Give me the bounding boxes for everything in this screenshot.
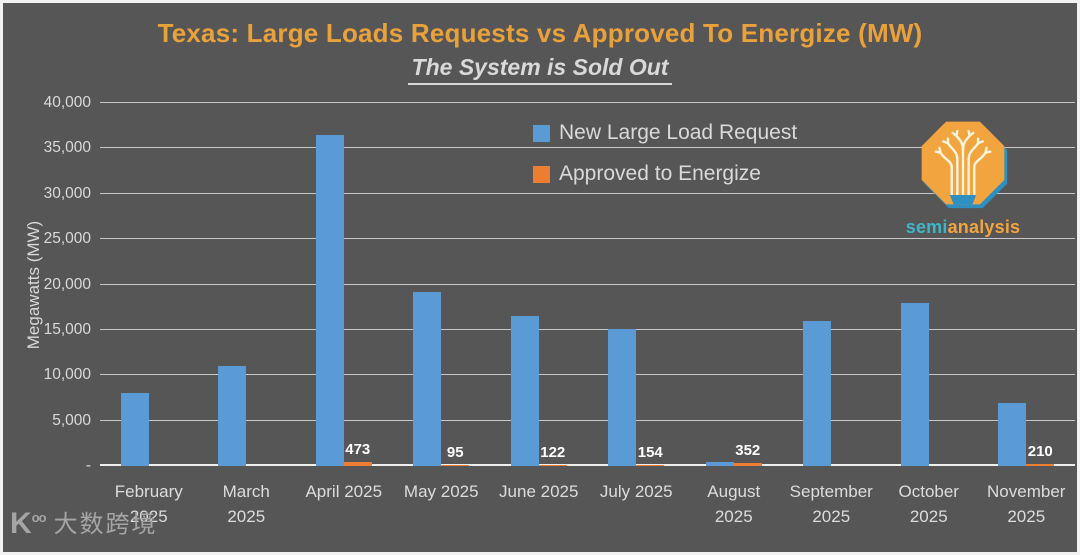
- bar-new-large-load-request: [413, 292, 442, 466]
- y-tick-label: 35,000: [43, 139, 91, 157]
- category-slot: 352: [685, 103, 783, 466]
- bar-pair: 154: [608, 329, 665, 466]
- y-tick-label: -: [85, 457, 91, 474]
- bar-pair: 473: [315, 135, 372, 466]
- x-axis-label: August 2025: [707, 482, 761, 526]
- bar-value-label: 95: [446, 444, 464, 461]
- x-axis-label: June 2025: [499, 482, 579, 501]
- bar-pair: 210: [998, 403, 1055, 466]
- gridline: [100, 192, 1075, 194]
- category-slot: 95: [393, 103, 491, 466]
- bar-new-large-load-request: [120, 393, 149, 466]
- x-axis-label: November 2025: [987, 482, 1066, 526]
- bar-new-large-load-request: [998, 403, 1027, 466]
- gridline: [100, 283, 1075, 285]
- legend-item-new-large-load-request: New Large Load Request: [533, 121, 797, 145]
- bar-approved-to-energize: [343, 462, 372, 466]
- gridline: [100, 374, 1075, 376]
- semianalysis-logo: semianalysis: [898, 116, 1028, 238]
- chart-subtitle: The System is Sold Out: [407, 54, 673, 85]
- bar-new-large-load-request: [900, 303, 929, 466]
- category-slot: 122: [490, 103, 588, 466]
- bar-pair: [900, 303, 957, 466]
- x-axis-label: April 2025: [305, 482, 383, 501]
- y-tick-label: 15,000: [43, 320, 91, 338]
- x-axis-label: March 2025: [222, 482, 270, 526]
- y-tick-label: 30,000: [43, 184, 91, 202]
- x-axis-label: September 2025: [789, 482, 873, 526]
- bar-new-large-load-request: [803, 321, 832, 466]
- chart-title: Texas: Large Loads Requests vs Approved …: [157, 18, 923, 48]
- bar-new-large-load-request: [608, 329, 637, 466]
- bar-approved-to-energize-slot: 122: [538, 444, 567, 466]
- legend-swatch-orange-icon: [533, 165, 550, 183]
- category-slot: 210: [978, 103, 1076, 466]
- bar-approved-to-energize: [441, 465, 470, 466]
- bar-approved-to-energize: [1026, 464, 1055, 466]
- gridline: [100, 238, 1075, 240]
- y-tick-label: 10,000: [43, 366, 91, 384]
- bar-new-large-load-request: [510, 316, 539, 466]
- bar-approved-to-energize: [538, 465, 567, 466]
- category-slot: [198, 103, 296, 466]
- chart-subtitle-wrap: The System is Sold Out: [0, 54, 1080, 85]
- bar-approved-to-energize-slot: 352: [733, 442, 762, 466]
- plot-area: 40,000 35,000 30,000 25,000 20,000 15,000 10,0…: [44, 94, 1076, 526]
- bar-approved-to-energize-slot: 473: [343, 441, 372, 466]
- legend-swatch-blue-icon: [533, 124, 550, 142]
- bar-approved-to-energize: [733, 463, 762, 466]
- semianalysis-octagon-tree-icon: [921, 121, 1008, 209]
- bar-new-large-load-request: [218, 366, 247, 466]
- watermark-logo-icon: Koo: [10, 507, 47, 540]
- category-slot: [783, 103, 881, 466]
- y-tick-label: 5,000: [52, 411, 91, 429]
- bar-pair: 122: [510, 316, 567, 466]
- semianalysis-wordmark: semianalysis: [898, 217, 1028, 238]
- bar-pair: [218, 366, 274, 466]
- bar-value-label: 352: [735, 442, 761, 459]
- legend-label: Approved to Energize: [559, 162, 761, 185]
- bar-approved-to-energize: [636, 465, 665, 466]
- bar-value-label: 473: [345, 441, 371, 458]
- bar-approved-to-energize-slot: 210: [1026, 443, 1055, 466]
- y-axis-title: Megawatts (MW): [24, 220, 43, 350]
- category-slot: 154: [588, 103, 686, 466]
- watermark: Koo 大数跨境: [10, 503, 158, 539]
- y-tick-label: 20,000: [43, 275, 91, 293]
- category-slot: [100, 103, 198, 466]
- gridline: [100, 328, 1075, 330]
- bar-pair: 352: [705, 442, 762, 466]
- x-axis-label: February 2025: [114, 482, 183, 526]
- bar-approved-to-energize-slot: 95: [441, 444, 470, 466]
- bar-pair: 95: [413, 292, 470, 466]
- wordmark-analysis: analysis: [947, 217, 1021, 237]
- bar-pair: [120, 393, 177, 466]
- gridline: [100, 102, 1075, 103]
- gridline: [100, 147, 1075, 149]
- wordmark-semi: semi: [905, 217, 948, 237]
- gridline: [100, 419, 1075, 421]
- bar-value-label: 154: [637, 444, 663, 461]
- legend: New Large Load Request Approved to Energ…: [533, 121, 797, 203]
- bar-pair: [803, 321, 859, 466]
- x-axis-label: July 2025: [599, 482, 673, 501]
- x-axis-label: October 2025: [898, 482, 959, 526]
- bar-value-label: 210: [1027, 443, 1053, 460]
- legend-item-approved-to-energize: Approved to Energize: [533, 162, 797, 186]
- watermark-text: 大数跨境: [53, 509, 158, 538]
- x-axis-label: May 2025: [403, 482, 479, 501]
- y-tick-label: 40,000: [43, 94, 91, 111]
- category-slot: 473: [295, 103, 393, 466]
- gridline: [100, 464, 1075, 466]
- y-tick-label: 25,000: [43, 230, 91, 248]
- bar-approved-to-energize-slot: 154: [636, 444, 665, 466]
- bar-value-label: 122: [540, 444, 566, 461]
- bar-new-large-load-request: [315, 135, 344, 466]
- legend-label: New Large Load Request: [559, 121, 798, 144]
- category-slot: [880, 103, 978, 466]
- bar-new-large-load-request: [705, 462, 734, 466]
